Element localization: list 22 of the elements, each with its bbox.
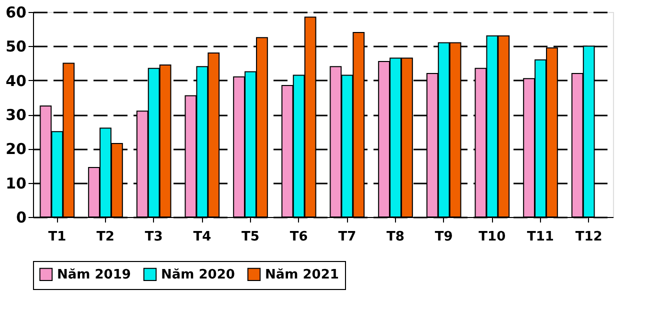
x-tick-label: T11 (527, 230, 554, 244)
y-tick-label: 0 (16, 208, 26, 226)
x-tick-label: T5 (242, 230, 260, 244)
x-tick-label: T1 (48, 230, 66, 244)
x-tick-label: T4 (193, 230, 212, 244)
y-tick-label: 20 (6, 140, 26, 158)
x-tick-label: T8 (386, 230, 404, 244)
y-tick-label: 40 (6, 72, 26, 90)
y-tick-label: 60 (6, 4, 26, 22)
x-tick-label: T10 (478, 230, 506, 244)
x-tick-label: T12 (575, 230, 602, 244)
legend-label: Năm 2021 (265, 267, 339, 282)
y-tick-label: 10 (6, 174, 26, 192)
y-tick-label: 50 (6, 38, 26, 56)
y-tick-label: 30 (6, 106, 26, 124)
legend-label: Năm 2020 (161, 267, 235, 282)
legend-label: Năm 2019 (57, 267, 131, 282)
x-tick-label: T2 (96, 230, 114, 244)
x-tick-label: T3 (144, 230, 163, 244)
x-tick-label: T9 (434, 230, 453, 244)
x-tick-label: T7 (338, 230, 356, 244)
x-tick-label: T6 (290, 230, 308, 244)
